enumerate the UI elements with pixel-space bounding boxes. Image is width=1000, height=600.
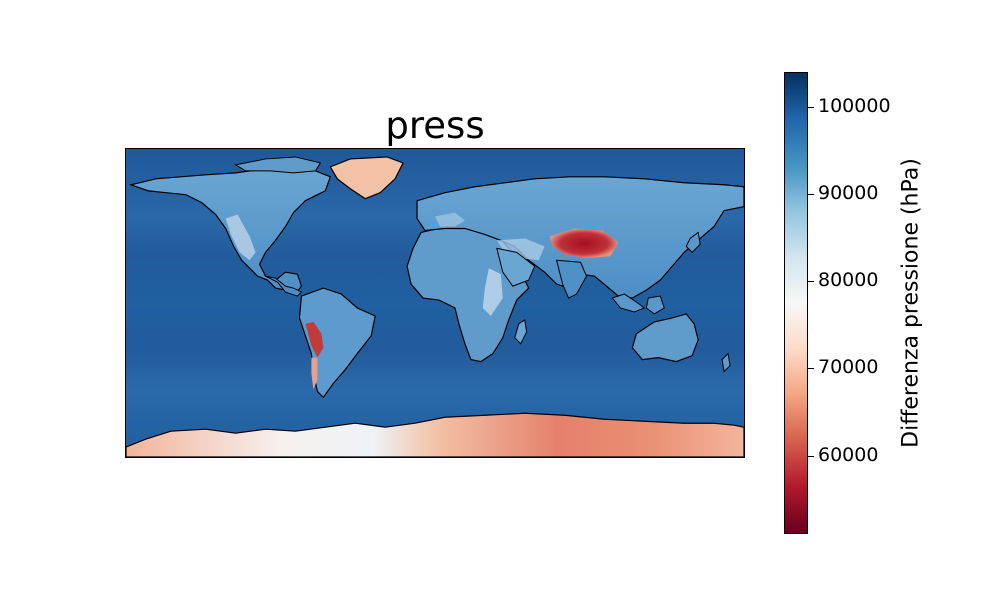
arabian-peninsula <box>496 247 536 287</box>
rockies <box>225 214 256 261</box>
colorbar-tick-label: 80000 <box>818 269 879 292</box>
borneo <box>645 295 665 315</box>
australia <box>631 313 699 363</box>
colorbar-tick-label: 90000 <box>818 182 879 205</box>
new-zealand <box>721 352 731 373</box>
japan <box>685 231 701 254</box>
tibetan-plateau <box>549 228 619 259</box>
indonesia <box>611 293 646 313</box>
antarctica <box>126 412 744 457</box>
andes-south <box>311 357 318 390</box>
map-title: press <box>385 104 485 147</box>
colorbar-tick-label: 70000 <box>818 356 879 379</box>
greenland <box>329 156 404 200</box>
madagascar <box>514 319 528 345</box>
map-panel <box>125 148 745 458</box>
world-map <box>126 149 744 457</box>
colorbar-tick <box>808 194 814 196</box>
colorbar-tick <box>808 455 814 457</box>
middle-east <box>496 238 545 261</box>
colorbar-tick <box>808 368 814 370</box>
east-africa-highlands <box>482 268 503 316</box>
colorbar-tick <box>808 281 814 283</box>
colorbar-tick-label: 100000 <box>818 94 891 117</box>
colorbar-label: Differenza pressione (hPa) <box>898 158 924 448</box>
colorbar-tick <box>808 106 814 108</box>
south-america <box>298 287 376 399</box>
colorbar <box>784 72 808 534</box>
arctic-islands <box>234 156 322 174</box>
andes <box>305 321 324 358</box>
colorbar-tick-label: 60000 <box>818 443 879 466</box>
europe-alps <box>435 212 465 227</box>
india <box>555 259 588 299</box>
central-america <box>265 275 303 297</box>
